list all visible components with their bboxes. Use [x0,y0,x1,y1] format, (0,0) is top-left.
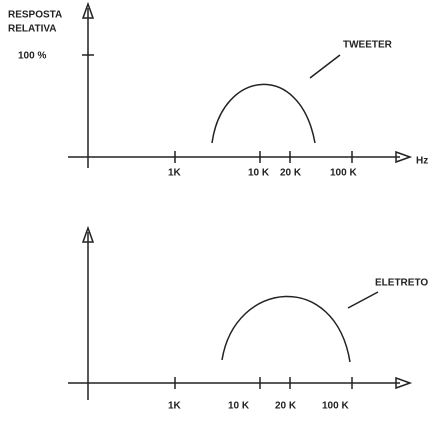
x-tick-label: 1K [168,401,182,412]
x-tick-label: 10 K [248,168,270,179]
x-tick-label: 1K [168,168,182,179]
curve [221,295,351,363]
y-tick-label: 100 % [18,51,46,62]
x-tick-label: 20 K [280,168,302,179]
top-chart: RESPOSTA RELATIVA 100 % Hz 1K 10 K 20 K … [8,1,428,179]
curve-label: TWEETER [343,40,393,51]
x-unit: Hz [416,156,428,167]
x-tick-label: 100 K [330,168,357,179]
leader-line [347,291,379,309]
arrow [395,150,413,164]
arrow [81,1,95,19]
arrow [81,225,95,243]
bottom-chart: 1K 10 K 20 K 100 K ELETRETO [68,225,428,412]
y-label: RELATIVA [8,24,57,35]
curve [211,83,316,144]
x-tick-label: 20 K [275,401,297,412]
arrow [395,376,413,390]
leader-line [309,54,341,79]
x-tick-label: 10 K [228,401,250,412]
curve-label: ELETRETO [375,278,428,289]
y-label: RESPOSTA [8,10,62,21]
x-tick-label: 100 K [322,401,349,412]
